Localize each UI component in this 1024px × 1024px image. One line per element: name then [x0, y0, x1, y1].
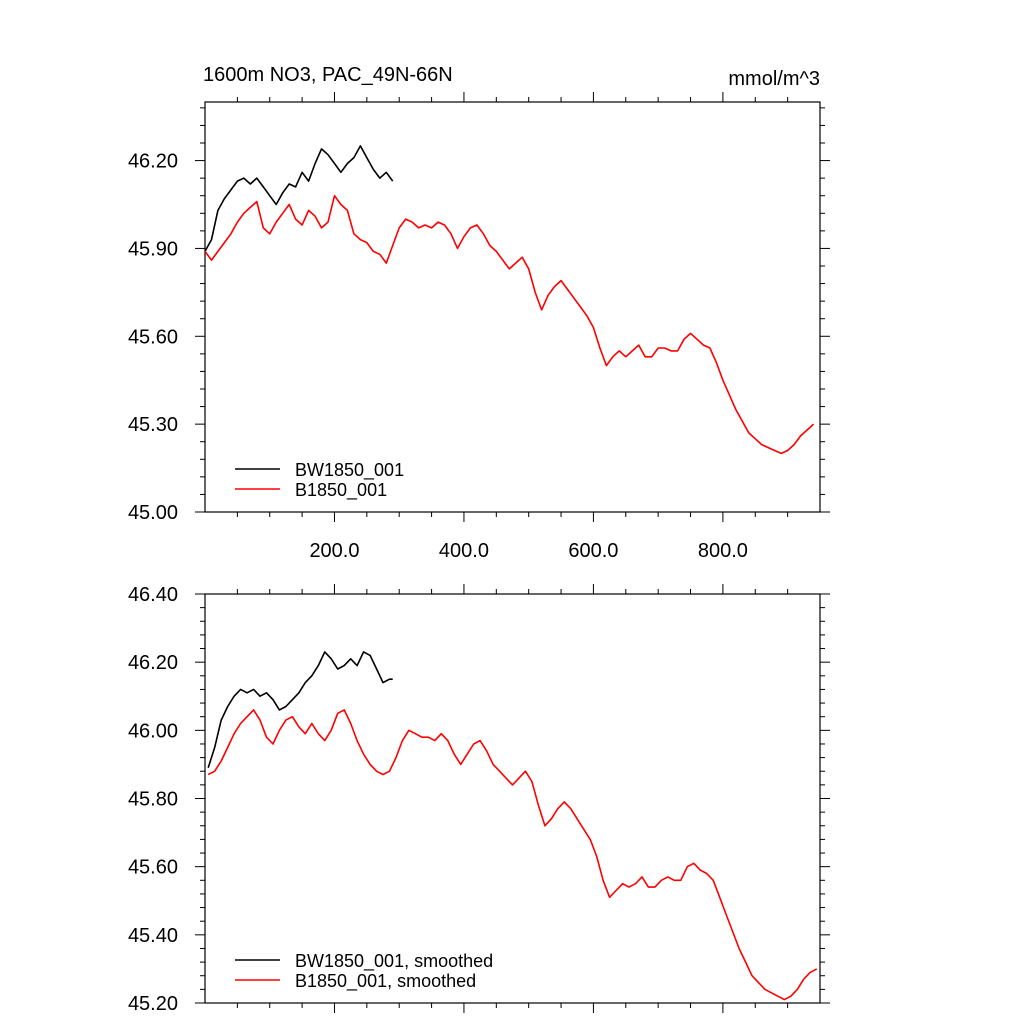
y-tick-label: 46.00 [128, 720, 178, 742]
series-line-1 [205, 194, 815, 455]
series-line-1 [207, 709, 818, 1001]
y-tick-label: 45.30 [128, 414, 178, 436]
legend-label: B1850_001, smoothed [295, 971, 476, 992]
x-tick-label: 800.0 [698, 540, 748, 562]
y-tick-label: 46.20 [128, 151, 178, 173]
y-tick-label: 45.40 [128, 925, 178, 947]
bottom-panel: 45.20 45.40 45.60 45.80 46.00 46.20 46.40 BW185… [128, 584, 830, 1015]
legend-label: BW1850_001, smoothed [295, 951, 493, 972]
y-tick-label: 45.00 [128, 502, 178, 524]
y-tick-label: 46.40 [128, 584, 178, 606]
y-tick-label: 45.90 [128, 238, 178, 260]
y-tick-label: 45.20 [128, 993, 178, 1015]
x-tick-label: 600.0 [568, 540, 618, 562]
series-line-0 [207, 651, 393, 769]
legend-label: B1850_001 [295, 480, 387, 501]
y-tick-label: 45.60 [128, 857, 178, 879]
y-tick-label: 45.80 [128, 789, 178, 811]
top-panel: 1600m NO3, PAC_49N-66N mmol/m^3 200.0 400… [128, 64, 830, 562]
plot-frame [204, 593, 821, 1004]
units-label: mmol/m^3 [728, 68, 820, 90]
y-tick-label: 45.60 [128, 326, 178, 348]
legend-label: BW1850_001 [295, 460, 404, 481]
chart-title: 1600m NO3, PAC_49N-66N [203, 64, 453, 86]
x-tick-label: 400.0 [439, 540, 489, 562]
y-tick-label: 46.20 [128, 652, 178, 674]
x-tick-label: 200.0 [309, 540, 359, 562]
plot-frame [204, 101, 821, 513]
series-line-0 [205, 145, 394, 252]
